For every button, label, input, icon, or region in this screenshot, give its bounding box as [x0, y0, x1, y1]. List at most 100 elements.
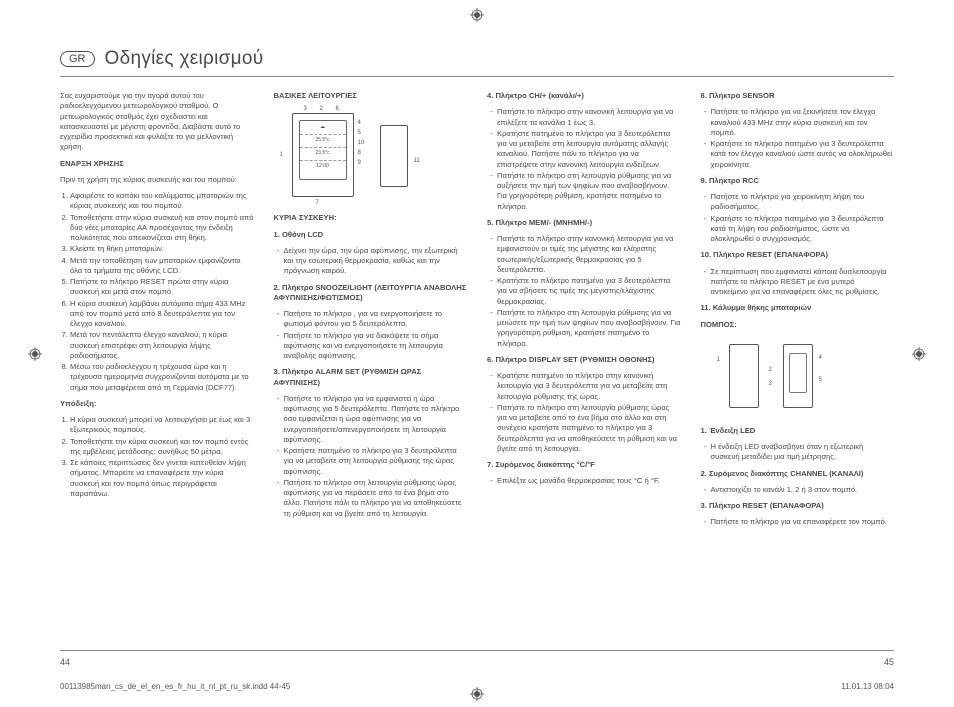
sensor-back-panel [789, 353, 807, 393]
list-item: Κρατήστε το πλήκτρο πατημένο για 3 δευτε… [711, 214, 895, 245]
s7-heading: 7. Συρόμενος διακόπτης °C/°F [487, 460, 681, 470]
s1-heading: 1. Οθόνη LCD [274, 230, 468, 240]
t2-list: Αντιστοιχίζει το κανάλι 1, 2 ή 3 στον πο… [701, 485, 895, 495]
list-item: Επιλέξτε ως μονάδα θερμοκρασίας τους °C … [497, 476, 681, 486]
callout-num: 10 [358, 139, 365, 147]
main-device-figure: 3 2 6 1 4 5 10 8 9 7 11 ☁ 25.5°c 23.5°c … [274, 107, 468, 203]
s6-list: Κρατήστε πατημένο το πλήκτρο στην κανονι… [487, 371, 681, 454]
list-item: Πατήστε το πλήκτρο για να επαναφέρετε το… [711, 517, 895, 527]
list-item: Η κύρια συσκευή μπορεί να λειτουργήσει μ… [70, 415, 254, 436]
list-item: Σε περίπτωση που εμφανιστεί κάποια δυσλε… [711, 267, 895, 298]
list-item: Μετά την τοποθέτηση των μπαταριών εμφανί… [70, 256, 254, 277]
s6-heading: 6. Πλήκτρο DISPLAY SET (ΡΥΘΜΙΣΗ ΟΘΟΝΗΣ) [487, 355, 681, 365]
hint-list: Η κύρια συσκευή μπορεί να λειτουργήσει μ… [60, 415, 254, 499]
page-container: GR Οδηγίες χειρισμού Σας ευχαριστούμε γι… [0, 0, 954, 707]
list-item: Πατήστε το πλήκτρο για να εμφανιστεί η ώ… [284, 394, 468, 445]
list-item: Αφαιρέστε το καπάκι του καλύμματος μπατα… [70, 191, 254, 212]
registration-mark-icon [28, 347, 42, 361]
lcd-val: 25.5°c [300, 134, 346, 144]
callout-num: 2 [769, 366, 772, 374]
device-main-icon: ☁ 25.5°c 23.5°c 12:00 [292, 113, 354, 197]
list-item: Κρατήστε το πλήκτρο πατημένο για 3 δευτε… [497, 276, 681, 307]
s10-heading: 10. Πλήκτρο RESET (ΕΠΑΝΑΦΟΡΑ) [701, 250, 895, 260]
list-item: Η ένδειξη LED αναβοσβήνει όταν η εξωτερι… [711, 442, 895, 463]
transmitter-heading: ΠΟΜΠΟΣ: [701, 320, 895, 330]
intro-text: Σας ευχαριστούμε για την αγορά αυτού του… [60, 91, 254, 153]
list-item: Πατήστε το πλήκτρο , για να ενεργοποιήσε… [284, 309, 468, 330]
col-1: Σας ευχαριστούμε για την αγορά αυτού του… [60, 91, 254, 534]
s4-list: Πατήστε το πλήκτρο στην κανονική λειτουρ… [487, 107, 681, 212]
list-item: Πατήστε το πλήκτρο στην κανονική λειτουρ… [497, 234, 681, 275]
basic-func-heading: ΒΑΣΙΚΕΣ ΛΕΙΤΟΥΡΓΙΕΣ [274, 91, 468, 101]
list-item: Πατήστε το πλήκτρο RESET πρώτα στην κύρι… [70, 277, 254, 298]
col-2: ΒΑΣΙΚΕΣ ΛΕΙΤΟΥΡΓΙΕΣ 3 2 6 1 4 5 10 8 9 7… [274, 91, 468, 534]
list-item: Αντιστοιχίζει το κανάλι 1, 2 ή 3 στον πο… [711, 485, 895, 495]
callout-num: 3 [304, 105, 307, 113]
t3-list: Πατήστε το πλήκτρο για να επαναφέρετε το… [701, 517, 895, 527]
bottom-rule [60, 650, 894, 651]
list-item: Κρατήστε πατημένο το πλήκτρο για 3 δευτε… [497, 129, 681, 170]
s11-heading: 11. Κάλυμμα θήκης μπαταριών [701, 303, 895, 313]
callout-num: 4 [819, 354, 822, 362]
list-item: Πατήστε το πλήκτρο στη λειτουργία ρύθμισ… [497, 403, 681, 454]
list-item: Μετά τον πεντάλεπτο έλεγχο καναλιού, η κ… [70, 330, 254, 361]
list-item: Τοποθετήστε στην κύρια συσκευή και στον … [70, 213, 254, 244]
lcd-val: 23.5°c [300, 147, 346, 157]
footer-date: 11.01.13 08:04 [841, 682, 894, 691]
t3-heading: 3. Πλήκτρο RESET (ΕΠΑΝΑΦΟΡΑ) [701, 501, 895, 511]
s2-heading: 2. Πλήκτρο SNOOZE/LIGHT (ΛΕΙΤΟΥΡΓΙΑ ΑΝΑΒ… [274, 283, 468, 304]
s10-list: Σε περίπτωση που εμφανιστεί κάποια δυσλε… [701, 267, 895, 298]
s8-heading: 8. Πλήκτρο SENSOR [701, 91, 895, 101]
device-screen: ☁ 25.5°c 23.5°c 12:00 [299, 120, 347, 180]
page-num-right: 45 [884, 657, 894, 667]
s9-heading: 9. Πλήκτρο RCC [701, 176, 895, 186]
s9-list: Πατήστε το πλήκτρο για χειροκίνητη λήψη … [701, 192, 895, 244]
t1-heading: 1. Ένδειξη LED [701, 426, 895, 436]
hint-heading: Υπόδειξη: [60, 399, 254, 409]
list-item: Η κύρια συσκευή λαμβάνει αυτόματα σήμα 4… [70, 299, 254, 330]
s1-list: Δείχνει την ώρα, την ώρα αφύπνισης, την … [274, 246, 468, 277]
t1-list: Η ένδειξη LED αναβοσβήνει όταν η εξωτερι… [701, 442, 895, 463]
list-item: Πατήστε το πλήκτρο στη λειτουργία ρύθμισ… [497, 308, 681, 349]
list-item: Πατήστε το πλήκτρο στην κανονική λειτουρ… [497, 107, 681, 128]
callout-num: 5 [358, 129, 361, 137]
registration-mark-icon [470, 8, 484, 22]
callout-num: 1 [280, 151, 283, 159]
callout-num: 4 [358, 119, 361, 127]
lang-badge: GR [60, 51, 95, 67]
title-rule [60, 76, 894, 77]
s7-list: Επιλέξτε ως μονάδα θερμοκρασίας τους °C … [487, 476, 681, 486]
col-3: 4. Πλήκτρο CH/+ (κανάλι/+) Πατήστε το πλ… [487, 91, 681, 534]
list-item: Κρατήστε πατημένο το πλήκτρο για 3 δευτε… [284, 446, 468, 477]
device-sensor-icon [380, 125, 408, 187]
s8-list: Πατήστε το πλήκτρο για να ξεκινήσετε τον… [701, 107, 895, 170]
s3-heading: 3. Πλήκτρο ALARM SET (ΡΥΘΜΙΣΗ ΩΡΑΣ ΑΦΥΠΝ… [274, 367, 468, 388]
main-device-heading: ΚΥΡΙΑ ΣΥΣΚΕΥΗ: [274, 213, 468, 223]
start-heading: ΕΝΑΡΞΗ ΧΡΗΣΗΣ [60, 159, 254, 169]
list-item: Τοποθετήστε την κύρια συσκευή και τον πο… [70, 437, 254, 458]
list-item: Κρατήστε το πλήκτρο πατημένο για 3 δευτε… [711, 139, 895, 170]
list-item: Μέσω του ραδιοελέγχου η τρέχουσα ώρα και… [70, 362, 254, 393]
columns: Σας ευχαριστούμε για την αγορά αυτού του… [60, 91, 894, 534]
s5-heading: 5. Πλήκτρο MEM/- (ΜΝΗΜΗ/-) [487, 218, 681, 228]
sensor-back-icon [783, 344, 813, 408]
footer-file: 00113985man_cs_de_el_en_es_fr_hu_it_nl_p… [60, 682, 290, 691]
sensor-front-icon [729, 344, 759, 408]
callout-num: 2 [320, 105, 323, 113]
callout-num: 9 [358, 159, 361, 167]
list-item: Σε κάποιες περιπτώσεις δεν γίνεται κατευ… [70, 458, 254, 499]
list-item: Πατήστε το πλήκτρο στη λειτουργία ρύθμισ… [497, 171, 681, 212]
page-num-left: 44 [60, 657, 70, 667]
transmitter-figure: 1 2 3 4 5 [701, 336, 895, 418]
s2-list: Πατήστε το πλήκτρο , για να ενεργοποιήσε… [274, 309, 468, 361]
lcd-val: 12:00 [300, 160, 346, 170]
t2-heading: 2. Συρόμενος διακόπτης CHANNEL (ΚΑΝΑΛΙ) [701, 469, 895, 479]
s5-list: Πατήστε το πλήκτρο στην κανονική λειτουρ… [487, 234, 681, 349]
list-item: Πατήστε το πλήκτρο για να ξεκινήσετε τον… [711, 107, 895, 138]
title-row: GR Οδηγίες χειρισμού [60, 48, 894, 70]
callout-num: 5 [819, 376, 822, 384]
callout-num: 8 [358, 149, 361, 157]
s4-heading: 4. Πλήκτρο CH/+ (κανάλι/+) [487, 91, 681, 101]
callout-num: 11 [414, 157, 420, 165]
list-item: Πατήστε το πλήκτρο στη λειτουργία ρύθμισ… [284, 478, 468, 519]
